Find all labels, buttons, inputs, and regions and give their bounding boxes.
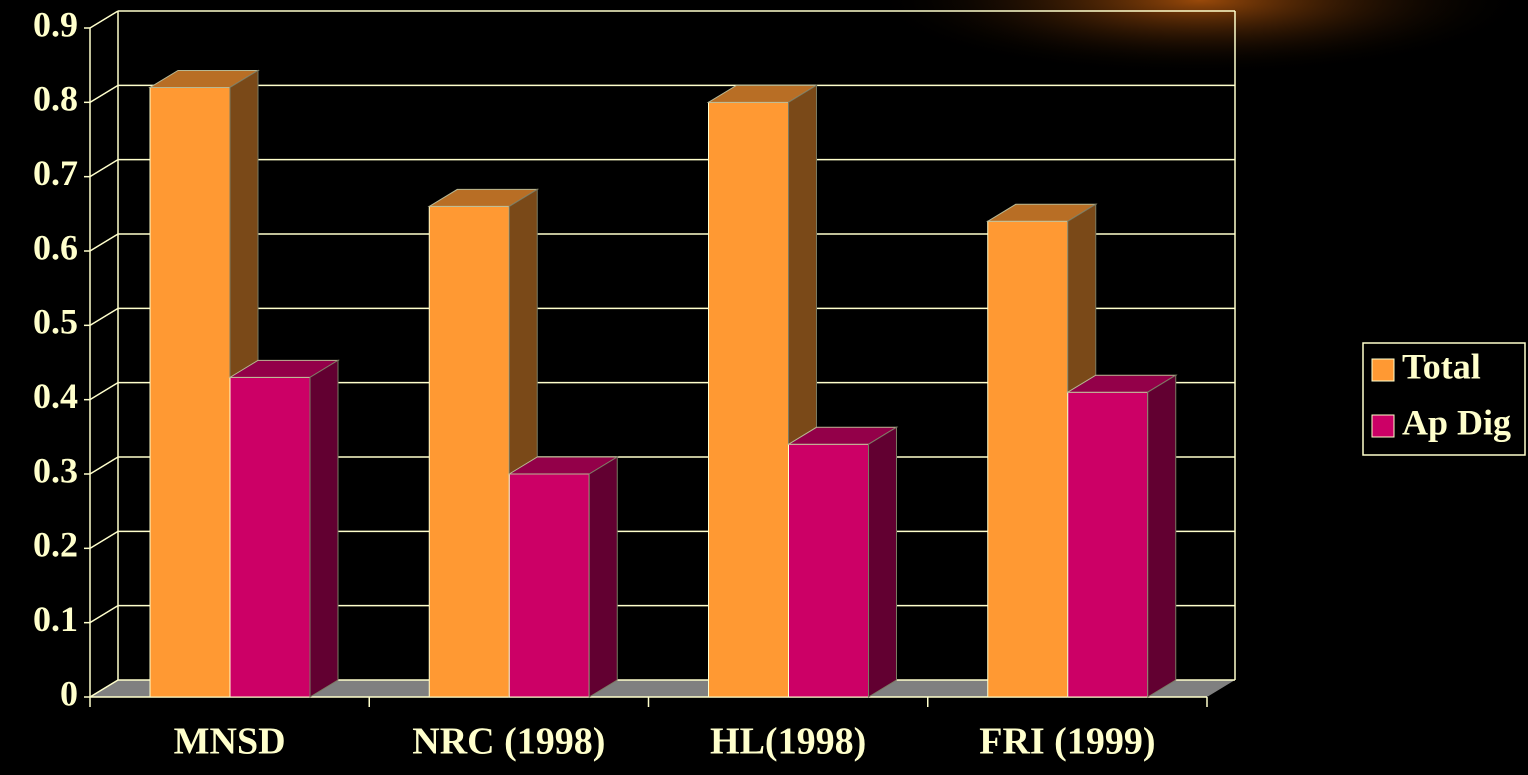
- grid-line-side: [89, 456, 119, 475]
- x-tick-label: HL(1998): [710, 721, 866, 763]
- bar-side: [1147, 374, 1177, 698]
- y-tick-label: 0.5: [33, 302, 78, 342]
- grid-line-side: [89, 679, 119, 698]
- legend-swatch: [1371, 358, 1395, 382]
- y-tick-label: 0.9: [33, 4, 78, 44]
- bar-side: [868, 426, 897, 698]
- grid-line-side: [89, 10, 119, 29]
- grid-line-side: [89, 233, 119, 252]
- y-tick-label: 0.7: [33, 153, 78, 193]
- x-tick-label: MNSD: [174, 721, 286, 763]
- background-glow: [870, 0, 1528, 75]
- grid-line-side: [89, 530, 119, 549]
- grid-line-side: [89, 84, 119, 103]
- bar-front: [508, 473, 590, 698]
- legend-label: Total: [1402, 346, 1481, 386]
- bar-front: [987, 220, 1069, 698]
- grid-line-side: [89, 307, 119, 326]
- y-tick-label: 0.3: [33, 450, 78, 490]
- grid-line-side: [89, 605, 119, 624]
- floor: [90, 680, 1235, 697]
- legend-swatch: [1371, 414, 1395, 438]
- y-tick-label: 0.6: [33, 227, 78, 267]
- bar-front: [428, 205, 510, 698]
- legend-label: Ap Dig: [1402, 402, 1511, 442]
- y-tick-label: 0.8: [33, 79, 78, 119]
- grid-line-side: [89, 159, 119, 178]
- grid-line-side: [89, 382, 119, 401]
- y-tick-label: 0: [60, 673, 78, 713]
- bar-front: [708, 101, 789, 698]
- bar-front: [1067, 391, 1149, 698]
- x-tick-label: FRI (1999): [979, 721, 1155, 763]
- y-tick-label: 0.1: [33, 599, 78, 639]
- bar-side: [309, 359, 339, 698]
- bar-front: [788, 443, 869, 698]
- x-tick-label: NRC (1998): [412, 721, 605, 763]
- bar-front: [149, 86, 231, 698]
- y-tick-label: 0.2: [33, 525, 78, 565]
- bar-side: [588, 456, 618, 698]
- bar-front: [229, 376, 311, 698]
- y-tick-label: 0.4: [33, 376, 78, 416]
